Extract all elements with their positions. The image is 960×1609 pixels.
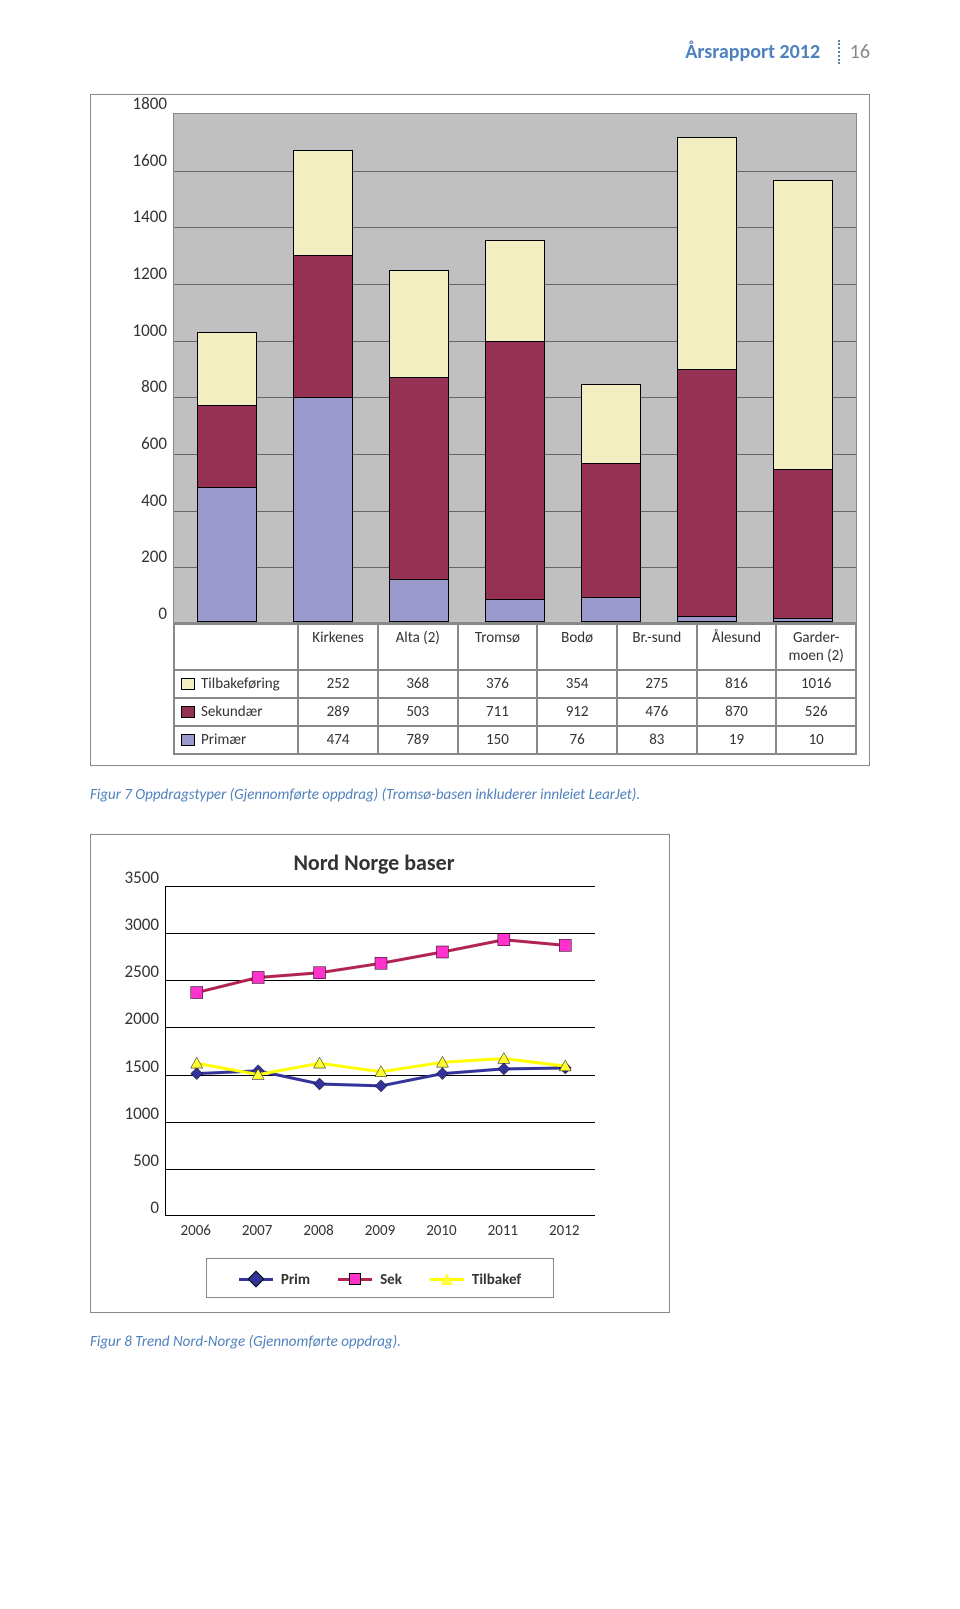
fig8-marker-sek <box>498 934 510 946</box>
fig7-category-label: Tromsø <box>458 624 538 670</box>
fig8-marker-prim <box>436 1068 448 1080</box>
fig8-marker-sek <box>314 967 326 979</box>
fig7-bar <box>179 332 275 622</box>
fig7-value-cell: 503 <box>378 698 458 726</box>
fig7-value-cell: 150 <box>458 726 538 754</box>
fig7-value-cell: 354 <box>537 670 617 698</box>
fig7-value-cell: 252 <box>298 670 378 698</box>
fig7-bar <box>467 240 563 622</box>
fig7-value-cell: 816 <box>697 670 777 698</box>
fig7-value-cell: 10 <box>776 726 856 754</box>
fig7-caption: Figur 7 Oppdragstyper (Gjennomførte oppd… <box>90 786 870 804</box>
fig7-category-label: Kirkenes <box>298 624 378 670</box>
fig8-x-label: 2010 <box>411 1222 472 1240</box>
fig7-series-label: Primær <box>174 726 298 754</box>
fig7-category-label: Bodø <box>537 624 617 670</box>
fig8-title: Nord Norge baser <box>105 849 643 876</box>
fig7-value-cell: 275 <box>617 670 697 698</box>
fig7-seg-primær <box>678 616 736 621</box>
fig8-marker-sek <box>375 957 387 969</box>
fig8-legend: Prim Sek Tilbakef <box>165 1258 595 1298</box>
fig7-plot-area <box>173 113 857 623</box>
fig7-value-cell: 789 <box>378 726 458 754</box>
fig7-value-cell: 711 <box>458 698 538 726</box>
fig8-x-label: 2006 <box>165 1222 226 1240</box>
fig8-marker-prim <box>191 1068 203 1080</box>
header-page-number: 16 <box>838 40 870 64</box>
fig7-value-cell: 289 <box>298 698 378 726</box>
fig7-seg-sekundær <box>390 377 448 578</box>
fig8-legend-item: Prim <box>239 1271 310 1289</box>
fig7-stacked-bar-chart: 180016001400120010008006004002000 Kirken… <box>90 94 870 766</box>
fig7-seg-primær <box>198 487 256 621</box>
fig8-x-axis: 2006200720082009201020112012 <box>165 1222 595 1240</box>
fig7-category-label: Br.-sund <box>617 624 697 670</box>
fig7-seg-tilbakeføring <box>390 271 448 378</box>
fig7-seg-sekundær <box>486 341 544 599</box>
fig7-category-label: Garder-moen (2) <box>776 624 856 670</box>
fig7-value-cell: 83 <box>617 726 697 754</box>
fig7-y-axis: 180016001400120010008006004002000 <box>103 113 173 623</box>
fig7-seg-tilbakeføring <box>582 385 640 463</box>
fig7-value-cell: 19 <box>697 726 777 754</box>
fig7-value-cell: 474 <box>298 726 378 754</box>
fig7-category-label: Alta (2) <box>378 624 458 670</box>
fig7-value-cell: 1016 <box>776 670 856 698</box>
page-header: Årsrapport 2012 16 <box>90 40 870 64</box>
fig8-marker-prim <box>375 1080 387 1092</box>
fig7-value-cell: 870 <box>697 698 777 726</box>
fig8-marker-sek <box>252 971 264 983</box>
fig7-seg-tilbakeføring <box>678 138 736 369</box>
fig8-x-label: 2011 <box>472 1222 533 1240</box>
fig7-bar <box>563 384 659 622</box>
fig8-caption: Figur 8 Trend Nord-Norge (Gjennomførte o… <box>90 1333 870 1351</box>
fig7-series-label: Sekundær <box>174 698 298 726</box>
fig7-value-cell: 376 <box>458 670 538 698</box>
fig7-seg-tilbakeføring <box>198 333 256 404</box>
fig8-line-chart: Nord Norge baser 35003000250020001500100… <box>90 834 670 1313</box>
fig7-data-table: KirkenesAlta (2)TromsøBodøBr.-sundÅlesun… <box>173 623 857 755</box>
fig7-series-label: Tilbakeføring <box>174 670 298 698</box>
fig7-seg-sekundær <box>198 405 256 487</box>
fig8-marker-sek <box>559 939 571 951</box>
fig8-marker-sek <box>436 946 448 958</box>
fig7-seg-primær <box>582 597 640 621</box>
fig7-seg-sekundær <box>294 255 352 398</box>
fig7-seg-sekundær <box>774 469 832 618</box>
fig7-bar <box>659 137 755 622</box>
fig8-x-label: 2008 <box>288 1222 349 1240</box>
fig7-value-cell: 526 <box>776 698 856 726</box>
fig7-seg-sekundær <box>582 463 640 598</box>
fig7-seg-primær <box>390 579 448 622</box>
header-title: Årsrapport 2012 <box>685 40 820 64</box>
fig8-marker-prim <box>314 1078 326 1090</box>
fig8-x-label: 2009 <box>349 1222 410 1240</box>
fig8-legend-item: Tilbakef <box>430 1271 521 1289</box>
fig7-value-cell: 76 <box>537 726 617 754</box>
fig7-value-cell: 476 <box>617 698 697 726</box>
fig8-x-label: 2007 <box>226 1222 287 1240</box>
fig8-plot-area <box>165 886 595 1216</box>
fig7-category-label: Ålesund <box>697 624 777 670</box>
fig7-seg-tilbakeføring <box>294 151 352 255</box>
fig8-legend-item: Sek <box>338 1271 402 1289</box>
fig7-seg-tilbakeføring <box>774 181 832 469</box>
fig8-marker-sek <box>191 987 203 999</box>
fig7-seg-tilbakeføring <box>486 241 544 341</box>
fig7-bar <box>275 150 371 622</box>
fig8-marker-prim <box>498 1063 510 1075</box>
fig7-seg-primær <box>486 599 544 621</box>
fig8-y-axis: 3500300025002000150010005000 <box>105 886 165 1216</box>
fig7-value-cell: 912 <box>537 698 617 726</box>
fig7-bar <box>755 180 851 622</box>
fig7-seg-sekundær <box>678 369 736 616</box>
fig7-value-cell: 368 <box>378 670 458 698</box>
fig7-seg-primær <box>294 397 352 621</box>
fig7-bar <box>371 270 467 622</box>
fig8-x-label: 2012 <box>534 1222 595 1240</box>
fig7-seg-primær <box>774 618 832 621</box>
